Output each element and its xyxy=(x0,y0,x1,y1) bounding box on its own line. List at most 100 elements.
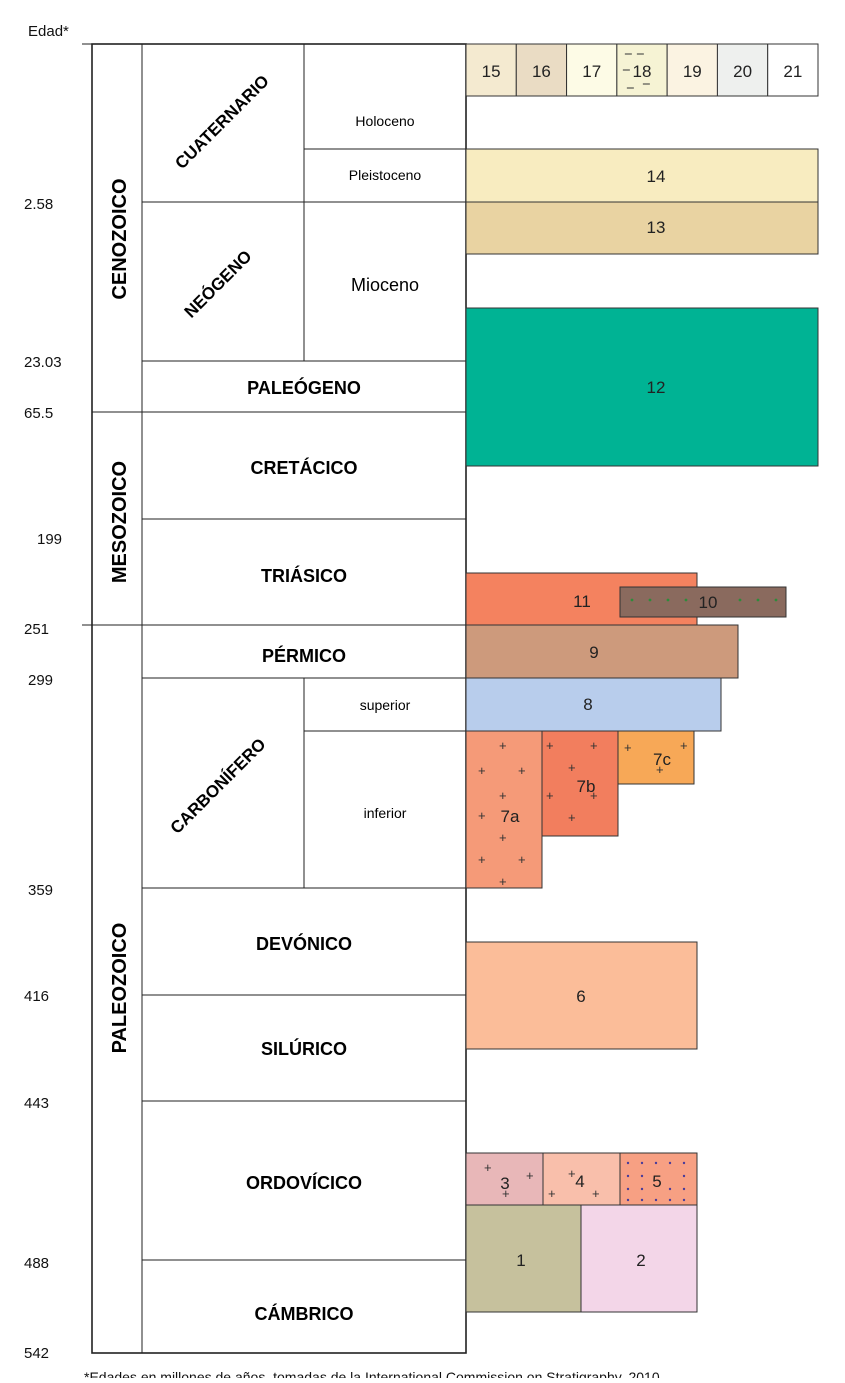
legend-swatch xyxy=(515,43,568,97)
svg-text:+: + xyxy=(624,740,632,755)
age-column-title: Edad* xyxy=(28,23,69,40)
epoch-label-pleistoceno: Pleistoceno xyxy=(349,167,422,183)
svg-text:+: + xyxy=(478,852,486,867)
svg-text:+: + xyxy=(499,830,507,845)
period-label-cambrico: CÁMBRICO xyxy=(255,1303,354,1324)
svg-text:+: + xyxy=(590,788,598,803)
unit-box-3 xyxy=(465,1152,544,1206)
legend-row: 15 16 17 18 19 20 21 xyxy=(465,43,819,97)
unit-box-2 xyxy=(580,1204,698,1313)
unit-label-6: 6 xyxy=(576,987,585,1006)
unit-box-13 xyxy=(465,201,819,255)
table-grid xyxy=(91,43,467,1354)
age-tick: 359 xyxy=(28,882,53,899)
unit-label-3: 3 xyxy=(500,1174,509,1193)
svg-text:+: + xyxy=(478,763,486,778)
units-layer xyxy=(465,148,819,1313)
unit-labels: 14 13 12 11 10 9 8 7a 7b 7c 6 3 4 5 1 2 xyxy=(500,167,717,1270)
period-label-cuaternario: CUATERNARIO xyxy=(171,71,272,172)
unit-label-4: 4 xyxy=(575,1172,584,1191)
svg-text:+: + xyxy=(656,762,664,777)
age-ticks: 2.58 23.03 65.5 199 251 299 359 416 443 … xyxy=(24,196,62,1362)
period-label-cretacico: CRETÁCICO xyxy=(251,457,358,478)
unit-box-7c xyxy=(617,730,695,785)
svg-text:+: + xyxy=(568,760,576,775)
svg-text:+: + xyxy=(546,788,554,803)
unit-box-1 xyxy=(465,1204,582,1313)
unit-box-5 xyxy=(619,1152,698,1206)
age-tick-stubs xyxy=(82,43,92,626)
unit-label-7a: 7a xyxy=(501,807,520,826)
svg-text:+: + xyxy=(484,1160,492,1175)
epoch-label-mioceno: Mioceno xyxy=(351,275,419,295)
legend-swatch xyxy=(666,43,718,97)
svg-text:+: + xyxy=(568,1166,576,1181)
age-tick: 199 xyxy=(37,531,62,548)
era-label-paleozoico: PALEOZOICO xyxy=(109,923,131,1054)
age-tick: 299 xyxy=(28,672,53,689)
unit-label-8: 8 xyxy=(583,695,592,714)
svg-text:+: + xyxy=(518,852,526,867)
unit-box-14 xyxy=(465,148,819,203)
period-label-paleogeno: PALEÓGENO xyxy=(247,377,361,398)
unit-label-12: 12 xyxy=(647,378,666,397)
svg-text:+: + xyxy=(499,738,507,753)
legend-label: 16 xyxy=(532,62,551,81)
period-label-silurico: SILÚRICO xyxy=(261,1038,347,1059)
svg-text:+: + xyxy=(590,738,598,753)
svg-text:+: + xyxy=(478,808,486,823)
svg-text:+: + xyxy=(680,738,688,753)
age-tick: 416 xyxy=(24,988,49,1005)
footnote: *Edades en millones de años, tomadas de … xyxy=(84,1369,660,1378)
unit-label-10: 10 xyxy=(699,593,718,612)
unit-box-7a xyxy=(465,730,543,889)
unit-box-6 xyxy=(465,941,698,1050)
unit-label-11: 11 xyxy=(573,592,591,611)
unit-5-pattern xyxy=(626,1161,686,1202)
legend-label: 17 xyxy=(582,62,601,81)
svg-text:+: + xyxy=(526,1168,534,1183)
unit-label-2: 2 xyxy=(636,1251,645,1270)
legend-label: 19 xyxy=(683,62,702,81)
age-tick: 23.03 xyxy=(24,354,62,371)
age-tick: 65.5 xyxy=(24,405,53,422)
legend-swatch xyxy=(767,43,819,97)
svg-text:+: + xyxy=(518,763,526,778)
unit-10-pattern xyxy=(630,598,778,602)
period-label-neogeno: NEÓGENO xyxy=(181,247,256,322)
age-tick: 2.58 xyxy=(24,196,53,213)
unit-box-9 xyxy=(465,624,739,679)
legend-label: 20 xyxy=(733,62,752,81)
unit-box-12 xyxy=(465,307,819,467)
unit-label-5: 5 xyxy=(652,1172,661,1191)
age-tick: 443 xyxy=(24,1095,49,1112)
epoch-label-inferior: inferior xyxy=(364,805,407,821)
period-label-ordovicico: ORDOVÍCICO xyxy=(246,1172,362,1193)
epoch-label-superior: superior xyxy=(360,697,411,713)
svg-text:+: + xyxy=(568,810,576,825)
legend-label: 18 xyxy=(633,62,652,81)
era-label-cenozoico: CENOZOICO xyxy=(109,178,131,299)
unit-label-14: 14 xyxy=(647,167,666,186)
legend-label: 15 xyxy=(482,62,501,81)
svg-text:+: + xyxy=(592,1186,600,1201)
svg-text:+: + xyxy=(499,788,507,803)
unit-box-10 xyxy=(619,586,787,618)
svg-text:+: + xyxy=(548,1186,556,1201)
cross-pattern: + + + + + + + + + + + + + + + + + + + + + + + + xyxy=(478,738,688,1201)
unit-label-7c: 7c xyxy=(653,750,671,769)
legend-swatch xyxy=(716,43,769,97)
unit-box-8 xyxy=(465,677,722,732)
period-label-devonico: DEVÓNICO xyxy=(256,933,352,954)
unit-label-1: 1 xyxy=(516,1251,525,1270)
svg-text:+: + xyxy=(499,874,507,889)
legend-label: 21 xyxy=(783,62,802,81)
age-tick: 488 xyxy=(24,1255,49,1272)
unit-label-7b: 7b xyxy=(577,777,596,796)
epoch-label-holoceno: Holoceno xyxy=(355,113,414,129)
age-tick: 542 xyxy=(24,1345,49,1362)
age-tick: 251 xyxy=(24,621,49,638)
unit-label-13: 13 xyxy=(647,218,666,237)
